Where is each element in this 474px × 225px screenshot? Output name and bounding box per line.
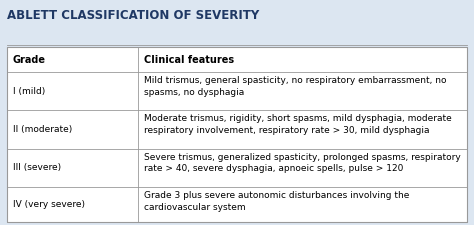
- Text: ABLETT CLASSIFICATION OF SEVERITY: ABLETT CLASSIFICATION OF SEVERITY: [7, 9, 259, 22]
- Text: Moderate trismus, rigidity, short spasms, mild dysphagia, moderate
respiratory i: Moderate trismus, rigidity, short spasms…: [144, 114, 452, 135]
- Bar: [7, 47, 467, 222]
- Text: Severe trismus, generalized spasticity, prolonged spasms, respiratory
rate > 40,: Severe trismus, generalized spasticity, …: [144, 153, 461, 173]
- Text: IV (very severe): IV (very severe): [13, 200, 85, 209]
- Text: II (moderate): II (moderate): [13, 125, 72, 134]
- Text: I (mild): I (mild): [13, 87, 45, 96]
- Text: Mild trismus, general spasticity, no respiratory embarrassment, no
spasms, no dy: Mild trismus, general spasticity, no res…: [144, 76, 447, 97]
- Text: Grade: Grade: [13, 55, 46, 65]
- Text: Clinical features: Clinical features: [144, 55, 234, 65]
- Text: Grade 3 plus severe autonomic disturbances involving the
cardiovascular system: Grade 3 plus severe autonomic disturbanc…: [144, 191, 409, 212]
- Text: III (severe): III (severe): [13, 163, 61, 172]
